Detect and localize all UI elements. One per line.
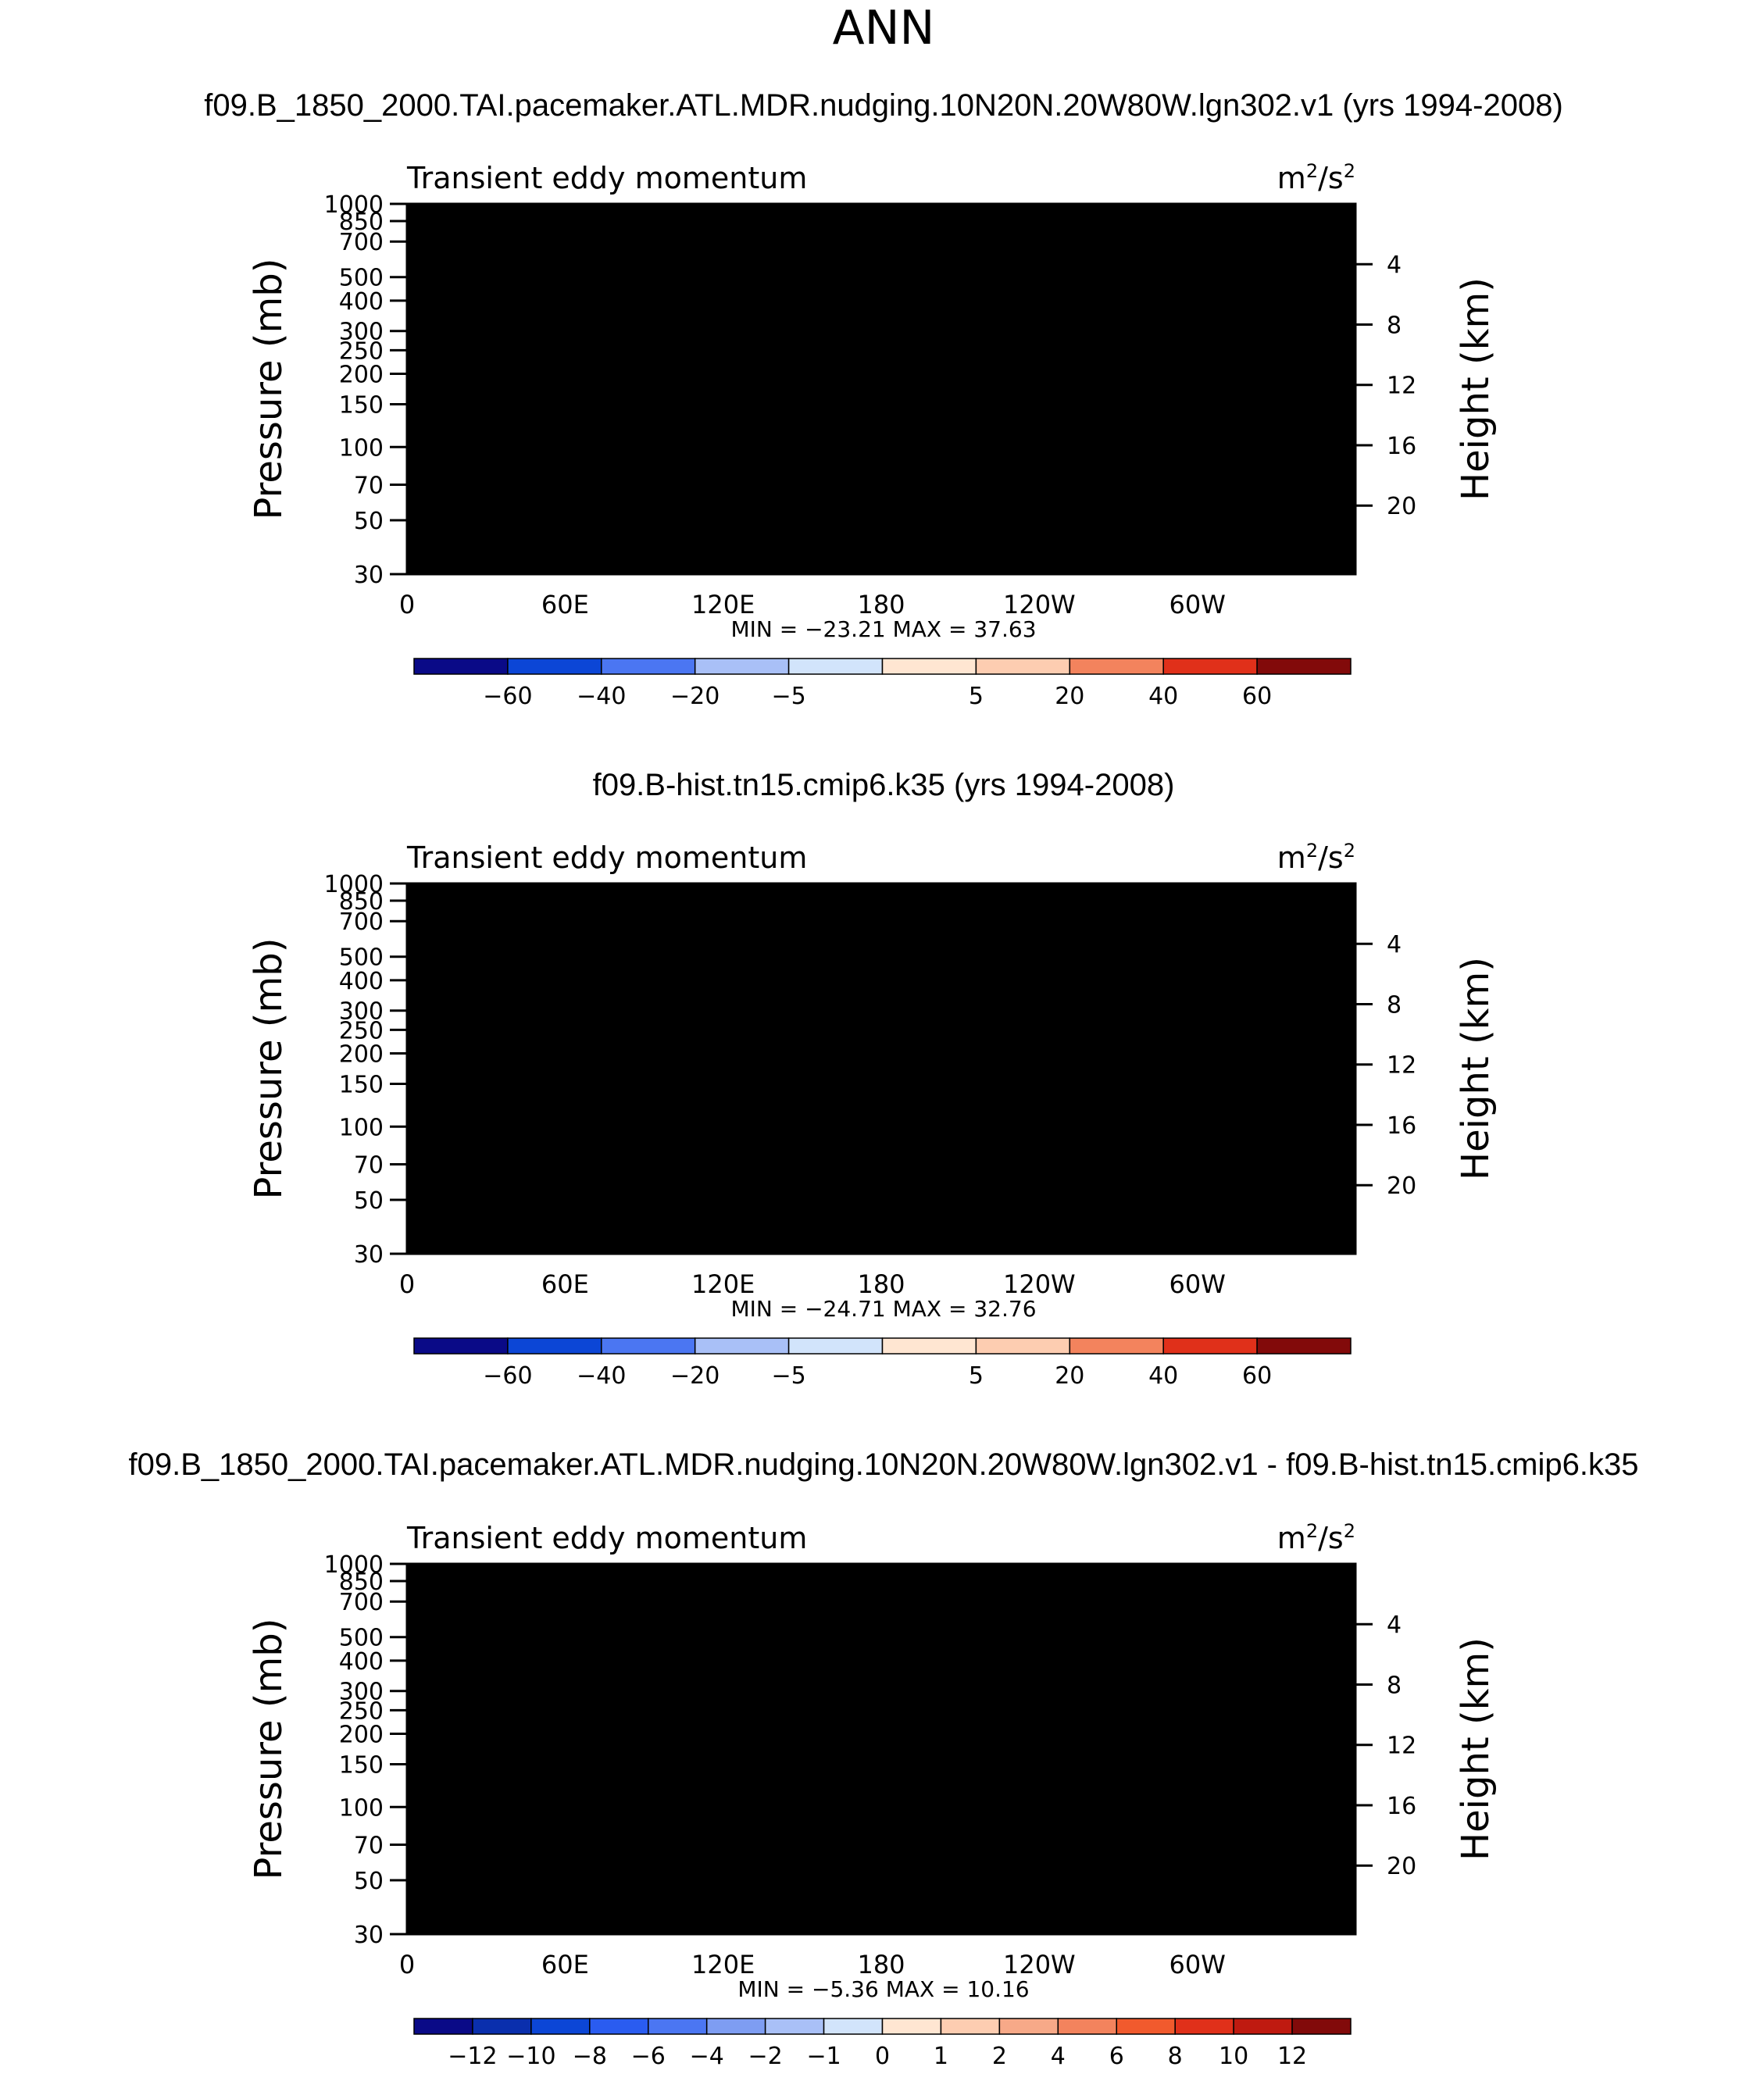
panel-1: f09.B_1850_2000.TAI.pacemaker.ATL.MDR.nu… [204,88,1563,710]
page-title: ANN [833,1,935,55]
field-label: Transient eddy momentum [406,161,807,195]
units-label: m2/s2 [1277,160,1355,195]
panel-title: f09.B_1850_2000.TAI.pacemaker.ATL.MDR.nu… [204,88,1563,123]
